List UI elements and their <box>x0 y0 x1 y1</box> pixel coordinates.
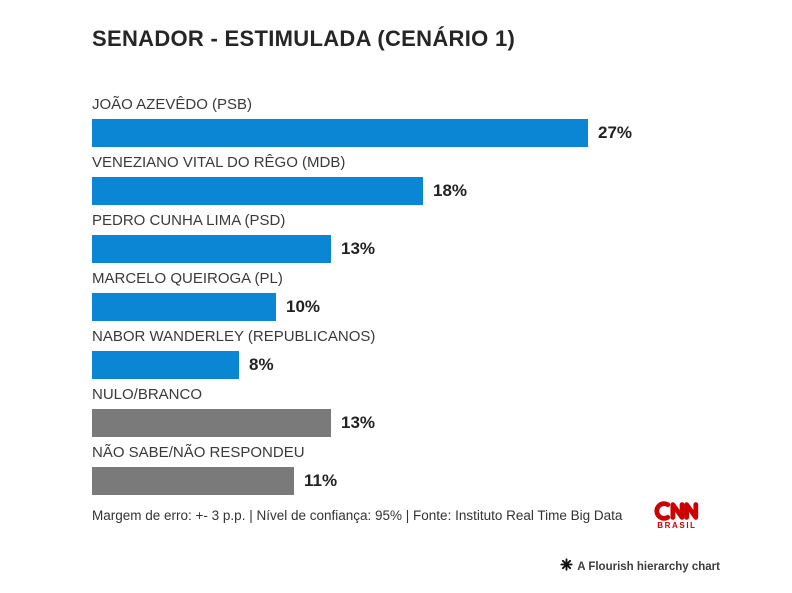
bar-value-label: 13% <box>341 239 376 258</box>
bar-row: PEDRO CUNHA LIMA (PSD) 13% <box>92 211 772 263</box>
page-title: SENADOR - ESTIMULADA (CENÁRIO 1) <box>92 26 516 51</box>
bar-value-label: 18% <box>433 181 468 200</box>
bar-category-label: VENEZIANO VITAL DO RÊGO (MDB) <box>92 154 346 171</box>
bar-category-label: NABOR WANDERLEY (REPUBLICANOS) <box>92 328 376 345</box>
bar-row: NÃO SABE/NÃO RESPONDEU 11% <box>92 443 772 495</box>
footer-row: Margem de erro: +- 3 p.p. | Nível de con… <box>92 500 704 530</box>
bar-value-label: 10% <box>286 297 321 316</box>
cnn-logo-icon <box>650 500 704 522</box>
bar-category-label: JOÃO AZEVÊDO (PSB) <box>92 96 253 113</box>
bar-value-label: 11% <box>304 471 338 490</box>
bar-category-label: MARCELO QUEIROGA (PL) <box>92 270 283 287</box>
bar-rows: JOÃO AZEVÊDO (PSB) 27% VENEZIANO VITAL D… <box>92 95 772 501</box>
bar[interactable] <box>92 293 276 321</box>
cnn-brasil-logo: BRASIL <box>650 500 704 530</box>
bar-value-label: 8% <box>249 355 274 374</box>
bar-line: 11% <box>92 467 772 495</box>
bar-category-label: NÃO SABE/NÃO RESPONDEU <box>92 444 305 461</box>
bar[interactable] <box>92 235 331 263</box>
bar[interactable] <box>92 351 239 379</box>
bar-row: NULO/BRANCO 13% <box>92 385 772 437</box>
flourish-credit[interactable]: A Flourish hierarchy chart <box>560 558 720 576</box>
bar-value-label: 13% <box>341 413 376 432</box>
bar-line: 8% <box>92 351 772 379</box>
footer-note: Margem de erro: +- 3 p.p. | Nível de con… <box>92 507 623 523</box>
bar-row: JOÃO AZEVÊDO (PSB) 27% <box>92 95 772 147</box>
bar[interactable] <box>92 119 588 147</box>
bar[interactable] <box>92 409 331 437</box>
flourish-credit-text: A Flourish hierarchy chart <box>577 561 720 573</box>
bar-line: 13% <box>92 235 772 263</box>
bar-row: MARCELO QUEIROGA (PL) 10% <box>92 269 772 321</box>
bar-category-label: PEDRO CUNHA LIMA (PSD) <box>92 212 286 229</box>
flourish-flower-icon <box>560 558 573 576</box>
bar-line: 27% <box>92 119 772 147</box>
bar-category-label: NULO/BRANCO <box>92 386 203 403</box>
bar-value-label: 27% <box>598 123 633 142</box>
bar-line: 18% <box>92 177 772 205</box>
bar[interactable] <box>92 177 423 205</box>
bar-row: NABOR WANDERLEY (REPUBLICANOS) 8% <box>92 327 772 379</box>
bar[interactable] <box>92 467 294 495</box>
bar-line: 10% <box>92 293 772 321</box>
bar-line: 13% <box>92 409 772 437</box>
cnn-logo-subtext: BRASIL <box>657 521 697 530</box>
bar-row: VENEZIANO VITAL DO RÊGO (MDB) 18% <box>92 153 772 205</box>
